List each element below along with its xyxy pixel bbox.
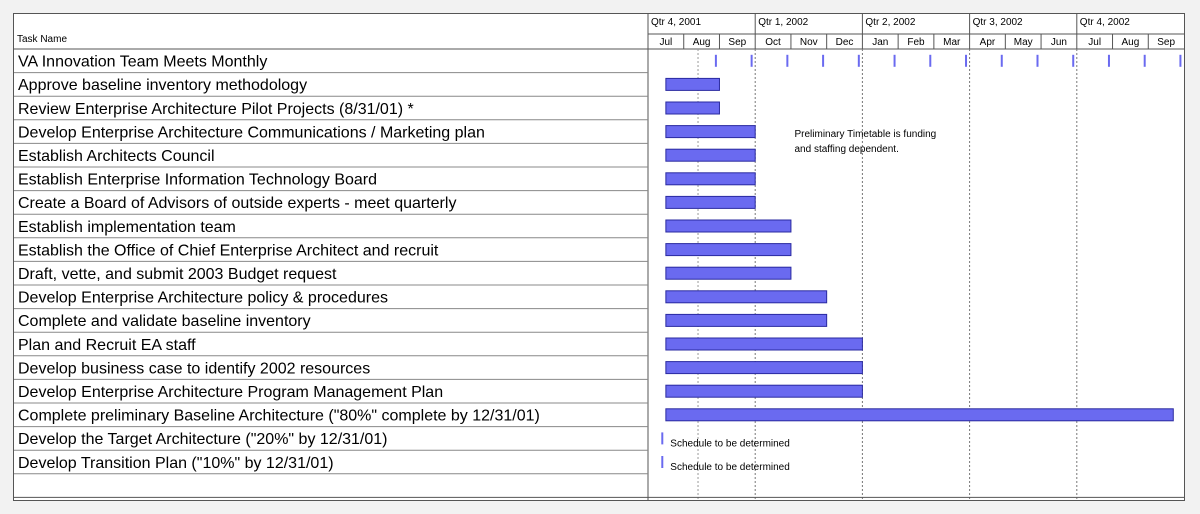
task-name: VA Innovation Team Meets Monthly [18, 54, 267, 71]
task-name: Complete and validate baseline inventory [18, 313, 311, 330]
month-label: Nov [800, 37, 818, 48]
month-label: Apr [980, 37, 996, 48]
task-name: Complete preliminary Baseline Architectu… [18, 408, 540, 425]
task-bar [665, 195, 756, 209]
quarter-label: Qtr 3, 2002 [973, 17, 1023, 28]
task-rows: VA Innovation Team Meets Monthly Approve … [14, 54, 1184, 498]
task-bar [665, 408, 1174, 422]
task-bar [665, 266, 792, 280]
task-bar [665, 337, 863, 351]
task-name: Establish Enterprise Information Technol… [18, 172, 377, 189]
gantt-chart: Task Name Qtr 4, 2001 Qtr 1, 2002 Qtr 2, 2… [13, 13, 1185, 501]
task-name: Develop business case to identify 2002 r… [18, 360, 370, 377]
task-name: Develop Transition Plan ("10%" by 12/31/… [18, 455, 334, 472]
quarter-label: Qtr 4, 2001 [651, 17, 701, 28]
annotation-line: and staffing dependent. [795, 144, 899, 155]
task-name: Establish Architects Council [18, 148, 215, 165]
task-name: Establish implementation team [18, 219, 236, 236]
task-bar [665, 172, 756, 186]
tbd-note: Schedule to be determined [670, 438, 790, 449]
quarter-label: Qtr 2, 2002 [865, 17, 915, 28]
task-name: Plan and Recruit EA staff [18, 337, 196, 354]
month-label: Sep [728, 37, 746, 48]
task-bar [665, 384, 863, 398]
task-bar [665, 148, 756, 162]
month-label: Jun [1051, 37, 1067, 48]
task-name: Approve baseline inventory methodology [18, 77, 307, 94]
task-bar [665, 290, 828, 304]
task-name: Create a Board of Advisors of outside ex… [18, 195, 456, 212]
task-name: Draft, vette, and submit 2003 Budget req… [18, 266, 337, 283]
task-name: Develop Enterprise Architecture Communic… [18, 124, 485, 141]
month-label: Oct [765, 37, 781, 48]
tbd-note: Schedule to be determined [670, 462, 790, 473]
task-name: Review Enterprise Architecture Pilot Pro… [18, 101, 414, 118]
task-bar [665, 219, 792, 233]
task-bar [665, 77, 720, 91]
gantt-svg: Task Name Qtr 4, 2001 Qtr 1, 2002 Qtr 2, 2… [14, 14, 1184, 500]
annotation-line: Preliminary Timetable is funding [795, 129, 937, 140]
task-name-header: Task Name [17, 34, 67, 45]
month-label: Feb [907, 37, 925, 48]
task-name: Develop the Target Architecture ("20%" b… [18, 431, 388, 448]
task-bar [665, 243, 792, 257]
month-label: Jan [872, 37, 888, 48]
month-label: Aug [1122, 37, 1140, 48]
month-label: Sep [1157, 37, 1175, 48]
timeline-header: Task Name Qtr 4, 2001 Qtr 1, 2002 Qtr 2, 2… [17, 17, 1175, 48]
task-bar [665, 125, 756, 139]
month-label: Mar [943, 37, 961, 48]
task-bar [665, 101, 720, 115]
month-label: May [1014, 37, 1033, 48]
month-label: Jul [659, 37, 672, 48]
task-name: Develop Enterprise Architecture policy &… [18, 290, 388, 307]
month-label: Dec [836, 37, 854, 48]
task-bar [665, 313, 828, 327]
annotation: Preliminary Timetable is funding and staf… [795, 129, 937, 155]
task-name: Develop Enterprise Architecture Program … [18, 384, 443, 401]
task-bars: Schedule to be determined Schedule to be … [661, 54, 1182, 473]
task-bar [665, 361, 863, 375]
quarter-label: Qtr 4, 2002 [1080, 17, 1130, 28]
task-name: Establish the Office of Chief Enterprise… [18, 242, 439, 259]
month-label: Jul [1088, 37, 1101, 48]
quarter-label: Qtr 1, 2002 [758, 17, 808, 28]
month-label: Aug [693, 37, 711, 48]
